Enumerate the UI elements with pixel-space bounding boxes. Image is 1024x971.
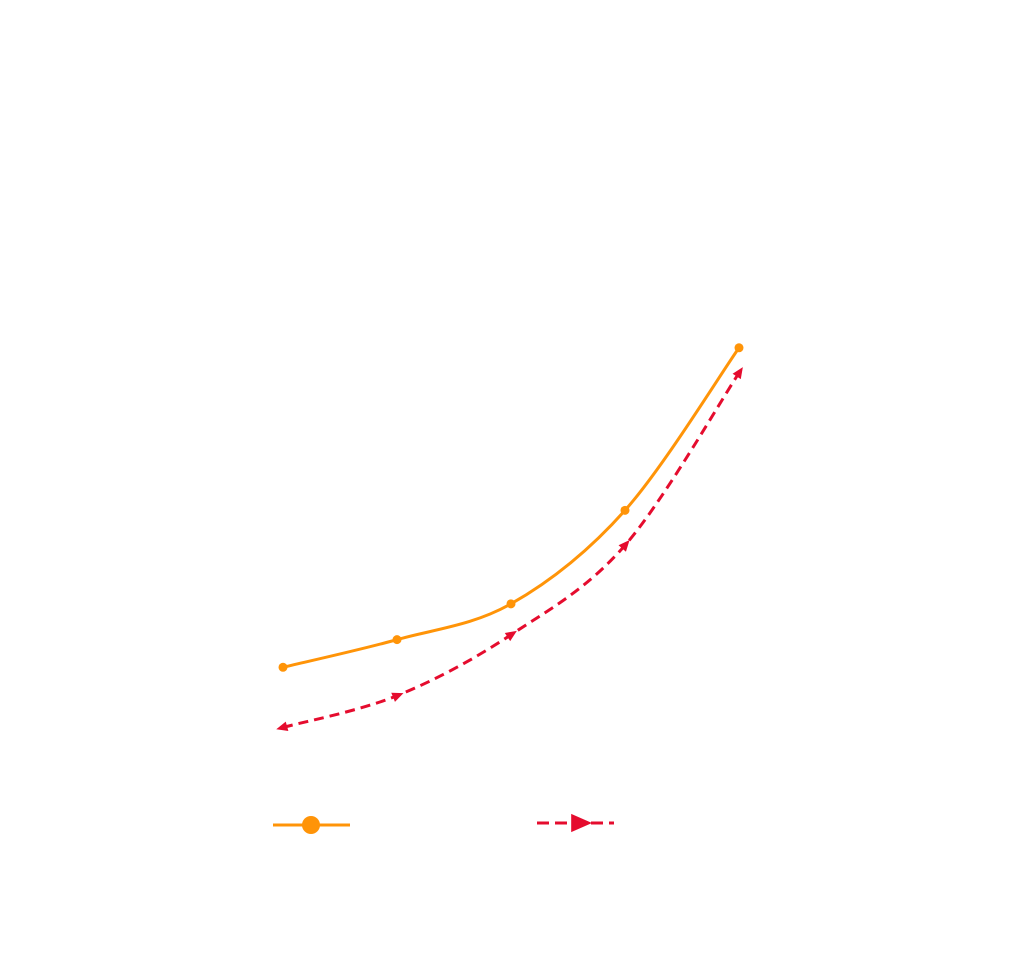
series-1-point-5 [734, 343, 744, 353]
series-1-point-1 [278, 662, 288, 672]
legend-item-1 [273, 816, 350, 834]
series-2 [276, 367, 743, 732]
series-2-point-2 [391, 692, 404, 702]
series-2-point-1 [276, 721, 289, 732]
series-1 [278, 343, 744, 672]
legend-item-2 [537, 813, 614, 833]
series-2-point-5 [732, 367, 743, 380]
series-1-point-3 [506, 599, 516, 609]
series-1-line [282, 346, 741, 669]
series-1-point-2 [392, 635, 402, 645]
series-2-point-3 [504, 630, 517, 642]
series-layer [276, 343, 744, 732]
legend-marker-2 [571, 813, 592, 833]
legend [273, 813, 614, 834]
legend-marker-1 [302, 816, 320, 834]
series-2-line [282, 372, 741, 729]
series-1-point-4 [620, 505, 630, 515]
series-2-point-4 [618, 540, 630, 552]
